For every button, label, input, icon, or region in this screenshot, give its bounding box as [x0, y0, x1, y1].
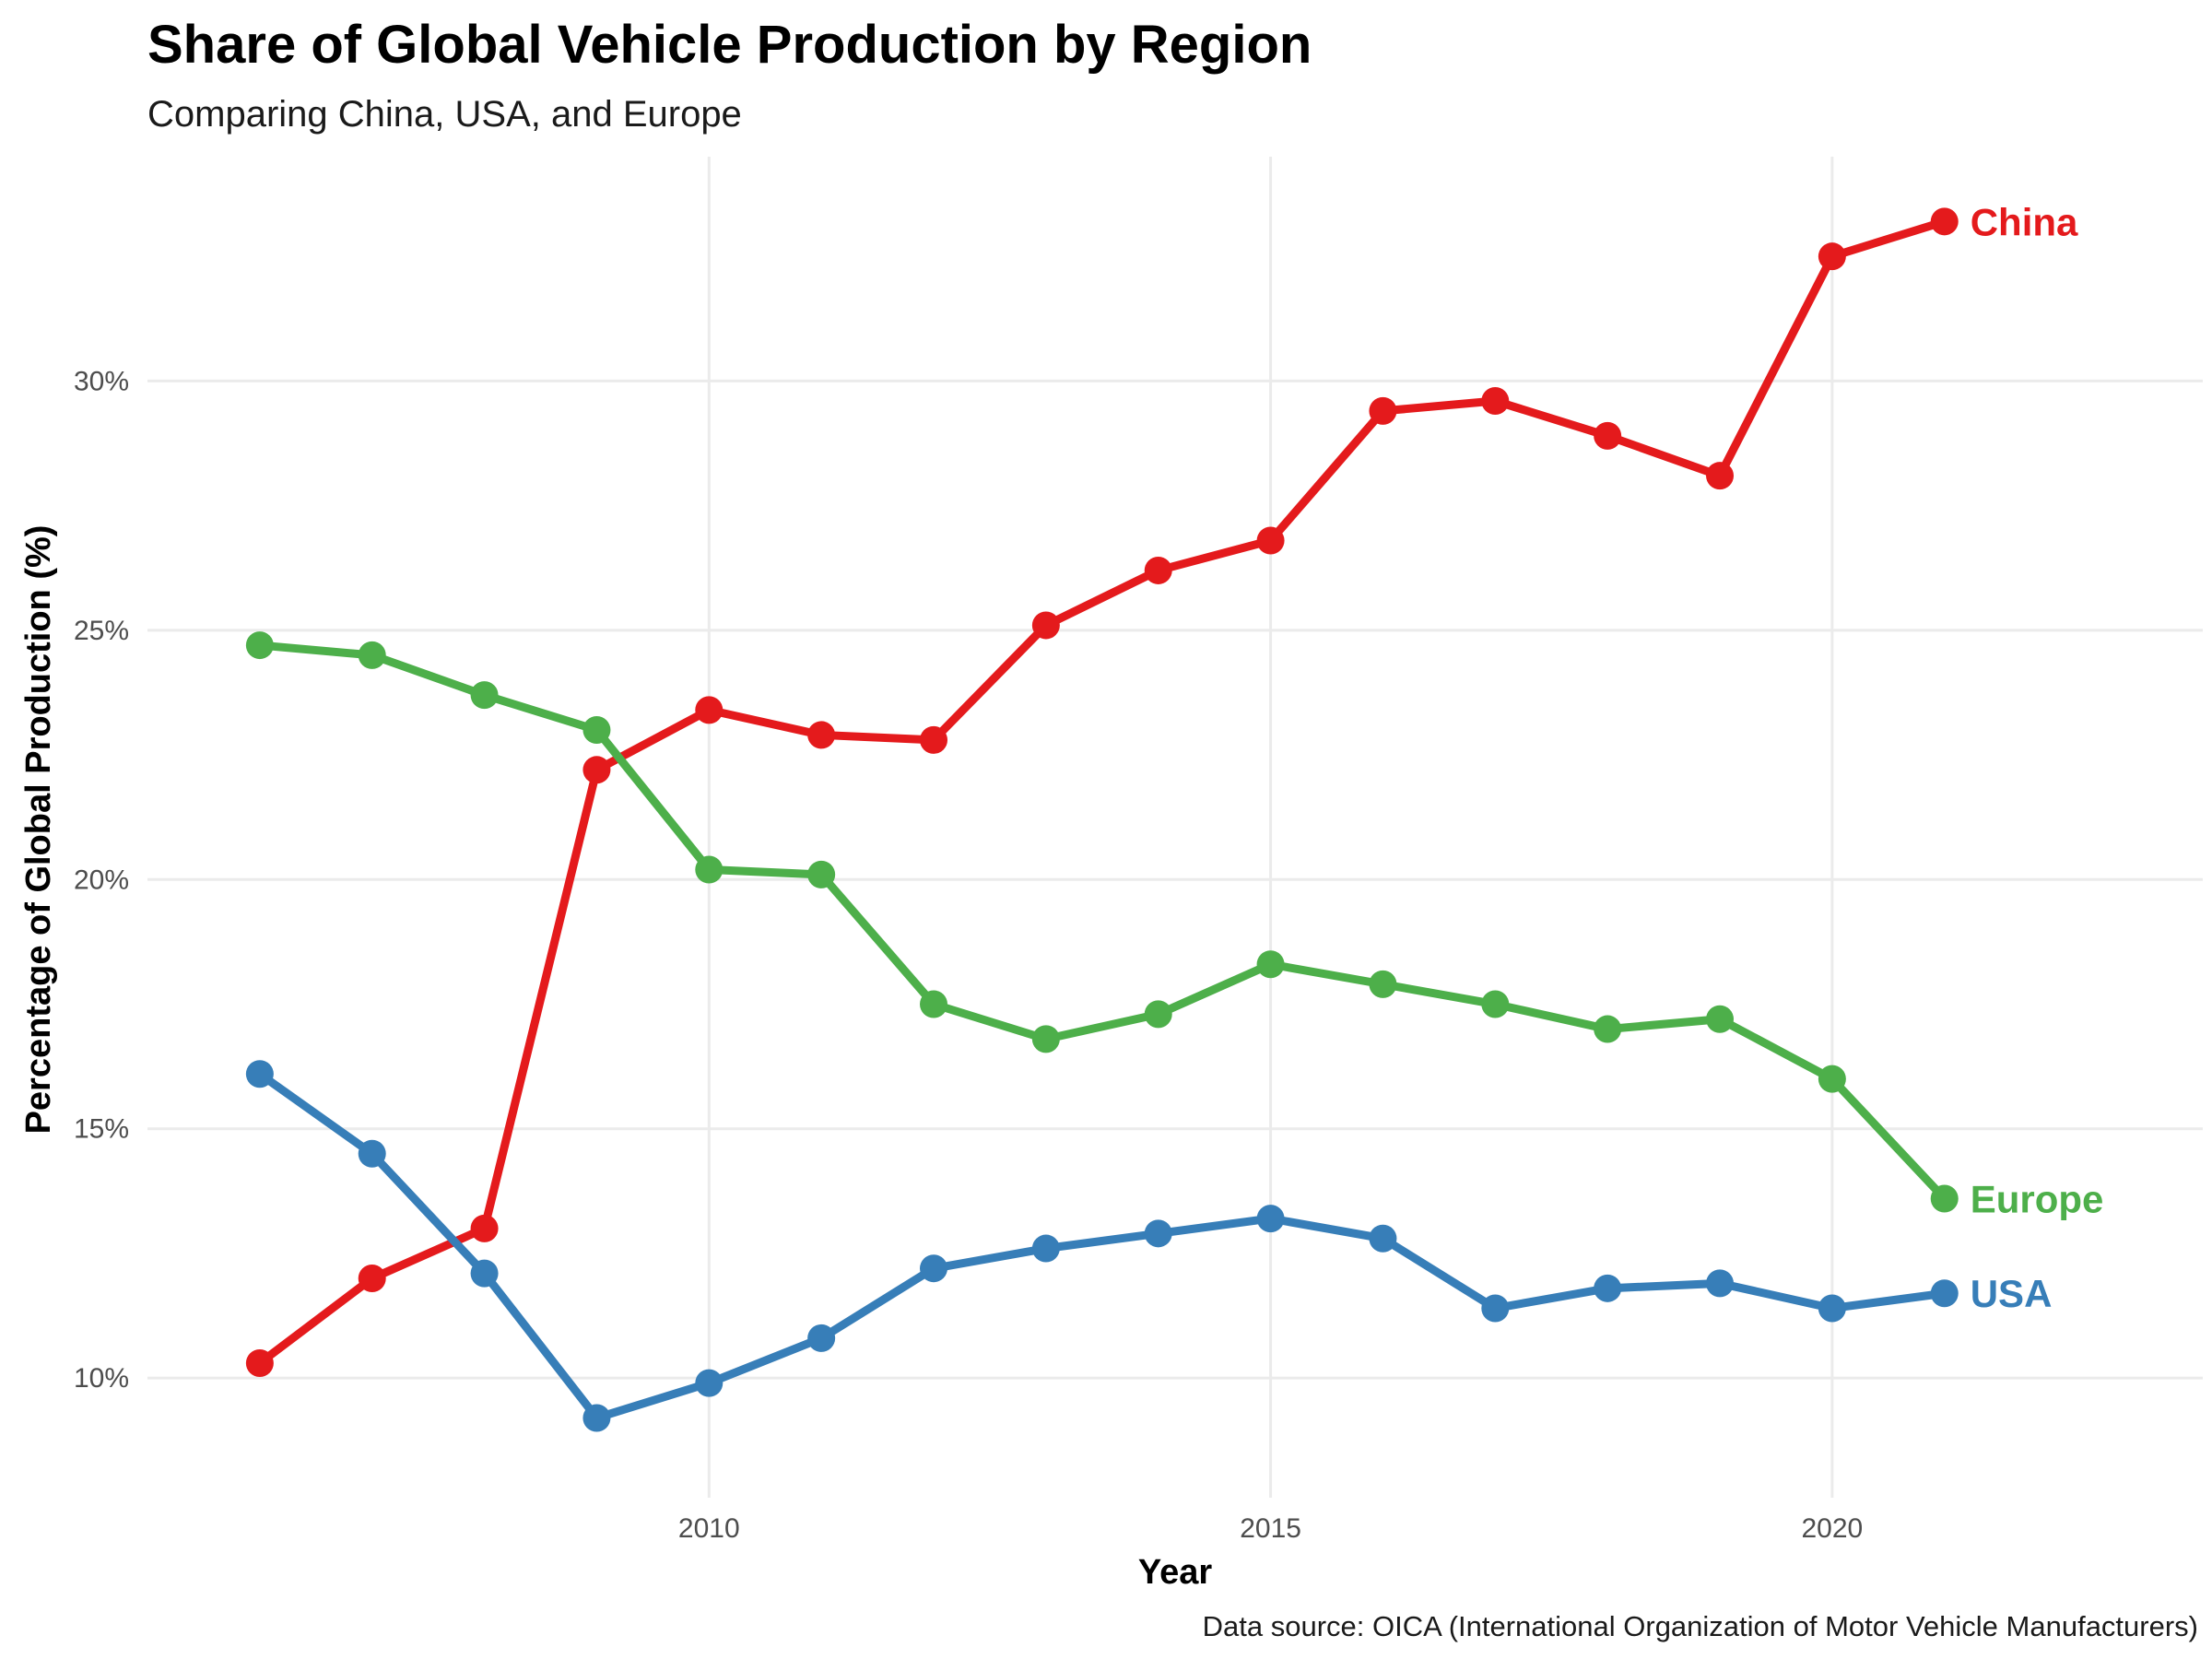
data-point-china	[1256, 526, 1285, 555]
series-line-europe	[255, 641, 1949, 1203]
data-point-china	[1706, 462, 1735, 490]
data-point-china	[920, 725, 948, 754]
data-point-china	[695, 696, 724, 724]
data-point-usa	[1818, 1294, 1846, 1323]
data-point-usa	[1594, 1274, 1622, 1302]
data-point-europe	[1594, 1015, 1622, 1043]
y-tick-label: 20%	[74, 865, 129, 895]
data-point-europe	[1481, 990, 1510, 1018]
series-line-china	[255, 217, 1949, 1368]
y-tick-label: 15%	[74, 1114, 129, 1145]
data-point-europe	[920, 990, 948, 1018]
data-point-europe	[582, 716, 611, 745]
data-point-europe	[1256, 950, 1285, 979]
y-tick-label: 25%	[74, 616, 129, 646]
series-europe	[245, 631, 1959, 1213]
data-point-china	[582, 756, 611, 784]
data-point-china	[358, 1265, 386, 1293]
data-point-europe	[1818, 1065, 1846, 1093]
series-label-china: China	[1971, 200, 2078, 243]
data-point-china	[1818, 242, 1846, 271]
data-point-china	[1930, 207, 1959, 236]
data-point-usa	[1369, 1224, 1397, 1253]
data-point-usa	[1144, 1219, 1172, 1248]
series-label-usa: USA	[1971, 1272, 2053, 1315]
y-axis-title: Percentage of Global Production (%)	[19, 525, 58, 1135]
data-point-usa	[1481, 1294, 1510, 1323]
data-point-usa	[1706, 1269, 1735, 1298]
data-point-europe	[695, 855, 724, 884]
y-tick-label: 10%	[74, 1363, 129, 1394]
data-point-china	[1594, 421, 1622, 450]
axis-ticks: 10% 15% 20% 25% 30% 2010 2015 2020	[74, 366, 1863, 1544]
series-group	[245, 207, 1959, 1432]
series-line-usa	[255, 1069, 1949, 1422]
data-point-usa	[470, 1259, 499, 1288]
data-point-china	[470, 1214, 499, 1242]
data-point-china	[1144, 556, 1172, 584]
data-point-china	[807, 721, 836, 749]
series-usa	[245, 1060, 1959, 1432]
chart-subtitle: Comparing China, USA, and Europe	[147, 94, 742, 135]
data-point-europe	[1031, 1025, 1060, 1053]
data-point-usa	[245, 1060, 274, 1088]
series-label-europe: Europe	[1971, 1177, 2104, 1220]
data-point-europe	[358, 641, 386, 669]
data-point-europe	[1144, 1000, 1172, 1029]
data-point-usa	[582, 1404, 611, 1432]
series-labels: China Europe USA	[1971, 200, 2104, 1315]
chart-title: Share of Global Vehicle Production by Re…	[147, 15, 1312, 75]
data-point-china	[1369, 396, 1397, 425]
x-tick-label: 2020	[1801, 1513, 1863, 1544]
data-point-usa	[1031, 1234, 1060, 1263]
data-point-usa	[358, 1139, 386, 1168]
data-point-europe	[1369, 970, 1397, 998]
chart-caption: Data source: OICA (International Organiz…	[1203, 1610, 2198, 1642]
data-point-usa	[807, 1324, 836, 1352]
x-tick-label: 2015	[1240, 1513, 1301, 1544]
data-point-usa	[920, 1254, 948, 1283]
data-point-europe	[470, 681, 499, 710]
data-point-europe	[807, 860, 836, 888]
data-point-china	[1031, 611, 1060, 640]
x-axis-title: Year	[1138, 1553, 1213, 1592]
grid	[147, 157, 2203, 1498]
data-point-usa	[1930, 1279, 1959, 1308]
data-point-usa	[1256, 1205, 1285, 1233]
data-point-europe	[1930, 1184, 1959, 1213]
data-point-europe	[245, 631, 274, 660]
series-china	[245, 207, 1959, 1377]
y-tick-label: 30%	[74, 366, 129, 396]
x-tick-label: 2010	[678, 1513, 740, 1544]
data-point-china	[1481, 387, 1510, 416]
data-point-usa	[695, 1369, 724, 1397]
data-point-europe	[1706, 1005, 1735, 1033]
data-point-china	[245, 1348, 274, 1377]
